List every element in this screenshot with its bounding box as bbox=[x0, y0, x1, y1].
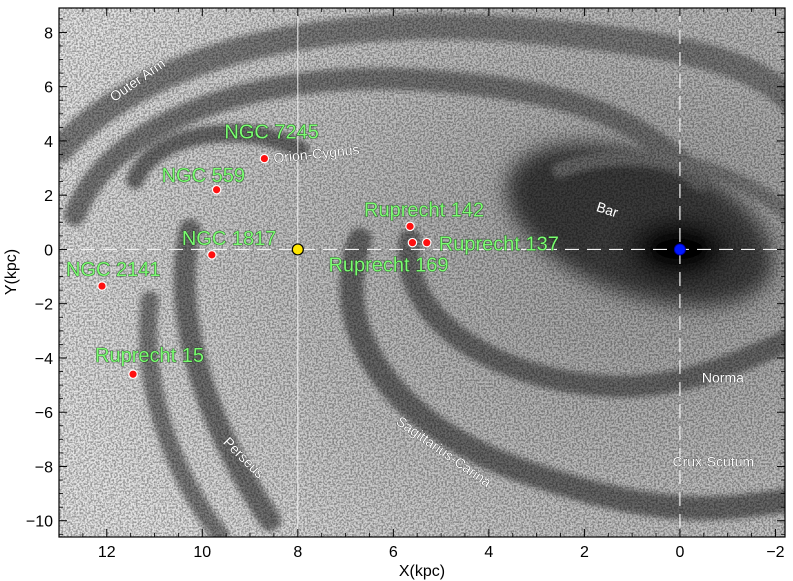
x-tick-label: 4 bbox=[484, 544, 493, 561]
y-tick-label: −8 bbox=[35, 459, 53, 476]
plot-frame bbox=[58, 7, 786, 538]
y-tick-label: 4 bbox=[44, 134, 53, 151]
cluster-label: Ruprecht 15 bbox=[95, 345, 204, 367]
cluster-point bbox=[259, 153, 270, 164]
x-tick-label: 8 bbox=[293, 544, 302, 561]
cluster-markers bbox=[97, 153, 686, 380]
cluster-point bbox=[405, 221, 415, 232]
y-tick-label: −2 bbox=[35, 297, 53, 314]
cluster-label: NGC 559 bbox=[162, 165, 245, 187]
x-axis-title: X(kpc) bbox=[399, 563, 445, 580]
cluster-point bbox=[128, 369, 138, 380]
y-tick-label: −10 bbox=[26, 514, 53, 531]
x-tick-label: 10 bbox=[193, 544, 211, 561]
cluster-point bbox=[421, 237, 432, 248]
galactic-center-marker bbox=[673, 243, 686, 256]
cluster-label: Ruprecht 142 bbox=[364, 199, 484, 221]
reference-lines bbox=[59, 8, 785, 537]
axis-ticks: 12 10 8 6 4 2 0 −2 8 6 4 2 0 −2 −4 −6 −8 −10 bbox=[26, 8, 785, 561]
cluster-point bbox=[211, 184, 222, 195]
cluster-label: NGC 7245 bbox=[224, 122, 319, 144]
cluster-label: Ruprecht 169 bbox=[328, 255, 448, 277]
y-tick-label: −4 bbox=[35, 351, 53, 368]
sun-marker bbox=[291, 243, 304, 256]
cluster-point bbox=[407, 237, 418, 248]
y-tick-label: 2 bbox=[44, 188, 53, 205]
cluster-label: Ruprecht 137 bbox=[439, 234, 559, 256]
x-tick-label: 2 bbox=[580, 544, 589, 561]
y-axis-title: Y(kpc) bbox=[3, 249, 20, 295]
cluster-point bbox=[97, 281, 107, 291]
cluster-label: NGC 1817 bbox=[182, 228, 277, 250]
cluster-labels: NGC 7245 NGC 559 NGC 1817 NGC 2141 Ruprecht … bbox=[66, 121, 560, 367]
cluster-label: NGC 2141 bbox=[66, 259, 161, 281]
x-tick-label: 12 bbox=[98, 544, 116, 561]
y-tick-label: −6 bbox=[35, 405, 53, 422]
cluster-point bbox=[207, 250, 217, 260]
y-tick-label: 6 bbox=[44, 80, 53, 97]
x-tick-label: 6 bbox=[389, 544, 398, 561]
y-tick-label: 8 bbox=[44, 25, 53, 42]
y-tick-label: 0 bbox=[44, 242, 53, 259]
arm-label: Bar bbox=[595, 198, 621, 220]
arm-label: Norma bbox=[702, 369, 744, 385]
arm-label: Crux-Scutum bbox=[673, 453, 755, 469]
x-tick-label: −2 bbox=[766, 544, 784, 561]
galaxy-background-image bbox=[59, 8, 785, 537]
x-tick-label: 0 bbox=[675, 544, 684, 561]
